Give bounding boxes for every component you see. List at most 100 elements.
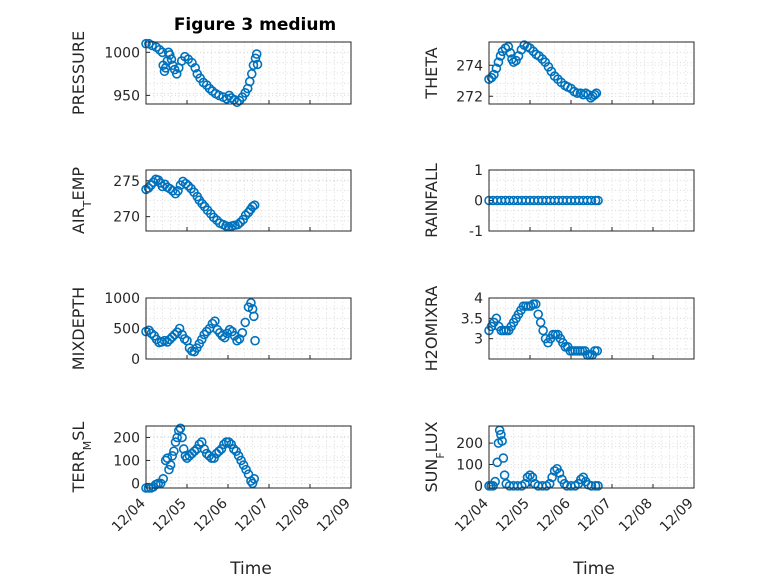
subplot-8: 0 100 200 12/04 12/05 12/06 12/07 12/08 12/09 SUN…: [422, 421, 697, 535]
data-point: [247, 478, 258, 489]
subplot-5: 0 500 1000 MIXDEPTH: [69, 287, 352, 370]
x-tick-label: 12/08: [273, 496, 313, 536]
data-point: [251, 49, 262, 59]
data-point: [209, 453, 219, 463]
y-tick-label: -1: [469, 224, 483, 240]
data-point: [499, 470, 510, 480]
data-point: [238, 460, 249, 470]
y-tick-label: 1000: [104, 291, 140, 307]
data-point: [189, 446, 200, 457]
data-point: [164, 464, 174, 475]
x-tick-label: 12/08: [616, 496, 656, 536]
y-tick-label: 200: [113, 430, 140, 446]
x-tick-label: 12/04: [109, 495, 149, 535]
data-point: [170, 188, 181, 199]
axes-frame: [145, 297, 352, 360]
y-tick-label: 100: [113, 453, 140, 469]
data-point: [586, 481, 597, 491]
x-tick-label: 12/06: [191, 495, 231, 535]
data-point: [216, 444, 227, 454]
data-point: [489, 69, 499, 80]
data-point: [231, 446, 241, 457]
subplot-2: 272 274 THETA: [422, 40, 695, 105]
data-point: [503, 41, 514, 52]
x-tick-label: 12/09: [314, 496, 354, 536]
data-point: [241, 464, 251, 475]
data-point: [236, 455, 246, 466]
data-point: [549, 466, 560, 476]
data-point: [535, 317, 546, 328]
x-tick-label: 12/04: [452, 495, 492, 535]
x-tick-label: 12/06: [534, 495, 574, 535]
y-tick-label: 0: [474, 479, 483, 495]
data-point: [491, 313, 502, 324]
y-tick-label: 200: [456, 436, 483, 452]
x-tick-label: 12/09: [657, 496, 697, 536]
axes-frame: [145, 169, 352, 232]
data-point: [146, 180, 156, 190]
data-point: [247, 201, 258, 212]
y-tick-label: 1000: [104, 45, 140, 61]
data-point: [173, 186, 183, 196]
data-point: [576, 474, 586, 485]
data-point: [167, 451, 178, 461]
data-point: [179, 334, 190, 344]
data-point: [511, 55, 521, 66]
data-point: [155, 478, 166, 489]
axes-frame: [488, 425, 695, 489]
data-point: [252, 59, 263, 70]
data-point: [183, 180, 194, 191]
y-axis-label: SUNFLUX: [422, 421, 447, 492]
axes-frame: [488, 169, 695, 232]
data-point: [249, 474, 260, 484]
y-tick-label: 4: [474, 291, 483, 307]
figure-title: Figure 3 medium: [174, 15, 336, 35]
plot-area: [145, 169, 352, 232]
data-point: [249, 200, 260, 210]
data-point: [250, 53, 261, 64]
x-axis-label-right: Time: [572, 559, 615, 579]
subplot-7: 0 100 200 12/04 12/05 12/06 12/07 12/08 12/09 TER…: [69, 422, 354, 536]
data-point: [530, 299, 541, 309]
data-point: [233, 451, 244, 461]
data-point: [235, 217, 246, 228]
data-point: [498, 453, 509, 463]
data-point: [212, 215, 222, 226]
data-point: [180, 178, 191, 189]
subplot-4: -1 0 1 RAINFALL: [422, 163, 695, 240]
y-tick-label: 3: [474, 332, 483, 348]
y-axis-label: PRESSURE: [69, 31, 88, 115]
data-point: [533, 309, 544, 320]
data-point: [167, 186, 178, 196]
data-point: [229, 331, 240, 341]
data-point: [237, 327, 248, 338]
data-point: [505, 48, 516, 58]
y-tick-label: 0: [131, 476, 140, 492]
data-point: [143, 183, 154, 193]
data-point: [538, 325, 548, 336]
y-axis-label: H2OMIXRA: [422, 286, 441, 372]
data-point: [154, 44, 165, 55]
y-tick-label: 274: [456, 58, 483, 74]
data-point: [204, 83, 215, 94]
y-tick-label: 0: [131, 352, 140, 368]
data-point: [214, 446, 224, 457]
data-point: [164, 50, 175, 60]
data-point: [196, 334, 207, 345]
y-tick-label: 950: [113, 88, 140, 104]
y-tick-label: 100: [456, 457, 483, 473]
y-axis-label: MIXDEPTH: [69, 287, 88, 370]
data-point: [591, 88, 602, 98]
data-point: [201, 326, 212, 337]
data-point: [169, 446, 179, 457]
data-point: [162, 337, 173, 347]
data-point: [177, 432, 187, 443]
y-axis-label: TERRMSL: [69, 422, 94, 494]
data-point: [174, 323, 185, 334]
data-point: [240, 210, 251, 221]
data-point: [178, 444, 189, 454]
y-axis-label: THETA: [422, 47, 441, 99]
data-point: [232, 97, 242, 108]
y-tick-label: 3.5: [461, 311, 483, 327]
data-point: [493, 57, 504, 67]
